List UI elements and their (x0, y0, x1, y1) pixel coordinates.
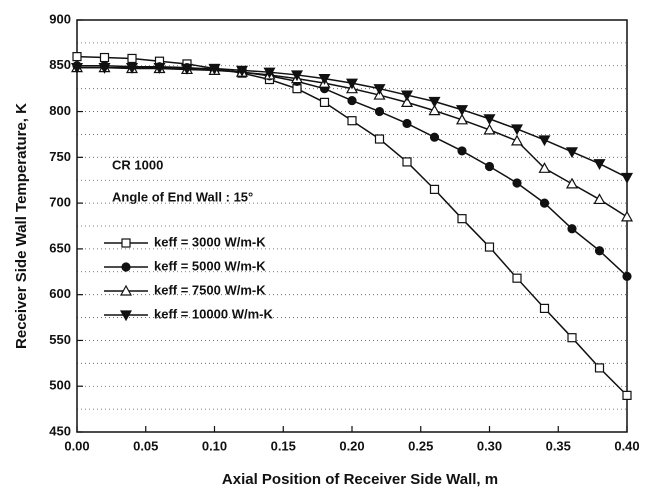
data-point (345, 78, 359, 90)
data-point (593, 193, 606, 205)
x-tick-label: 0.10 (202, 438, 227, 453)
y-tick-label: 600 (49, 286, 71, 301)
y-tick-label: 900 (49, 11, 71, 26)
data-point (263, 67, 276, 79)
data-point (512, 273, 522, 283)
y-tick-label: 500 (49, 378, 71, 393)
data-point (483, 123, 496, 135)
data-point (402, 118, 412, 129)
data-point (593, 159, 606, 170)
legend-marker (119, 284, 133, 296)
data-point (402, 157, 412, 167)
data-point (455, 105, 469, 116)
data-point (538, 162, 551, 173)
data-point (567, 333, 577, 343)
x-tick-label: 0.25 (408, 438, 433, 453)
x-tick-label: 0.00 (64, 438, 89, 453)
data-point (565, 177, 579, 189)
x-axis-label: Axial Position of Receiver Side Wall, m (222, 471, 498, 488)
data-point (319, 97, 330, 108)
legend-marker (121, 238, 131, 248)
data-point (400, 90, 414, 102)
data-point (457, 214, 467, 224)
data-point (99, 52, 110, 63)
data-point (180, 63, 194, 75)
data-point (622, 271, 632, 281)
data-point (538, 135, 551, 147)
annotation: Angle of End Wall : 15° (112, 189, 253, 204)
data-point (512, 178, 522, 188)
data-point (98, 63, 111, 74)
data-point (539, 303, 550, 313)
x-tick-label: 0.40 (614, 438, 639, 453)
series-line (76, 55, 628, 396)
data-point (429, 132, 440, 142)
data-point (510, 134, 524, 146)
legend-label: keff = 7500 W/m-K (154, 282, 266, 297)
data-point (153, 63, 166, 74)
annotation: CR 1000 (112, 157, 163, 172)
data-point (622, 390, 632, 400)
data-point (594, 246, 605, 256)
data-point (374, 106, 385, 117)
y-tick-label: 850 (49, 57, 71, 72)
legend-label: keff = 5000 W/m-K (154, 258, 266, 273)
data-point (235, 65, 249, 77)
y-tick-label: 700 (49, 195, 71, 210)
data-point (318, 73, 331, 85)
legend-label: keff = 10000 W/m-K (154, 306, 273, 321)
y-tick-label: 550 (49, 332, 71, 347)
data-point (127, 53, 137, 64)
data-point (290, 70, 304, 82)
data-point (510, 124, 524, 136)
x-tick-label: 0.35 (546, 438, 571, 453)
data-point (72, 52, 82, 62)
data-point (455, 113, 469, 125)
data-point (484, 161, 495, 172)
data-point (70, 63, 84, 74)
y-tick-label: 750 (49, 149, 71, 164)
data-point (208, 63, 221, 75)
y-axis-label: Receiver Side Wall Temperature, K (13, 103, 30, 349)
data-point (428, 104, 441, 116)
y-tick-label: 650 (49, 240, 71, 255)
data-point (620, 172, 634, 184)
data-point (539, 198, 550, 208)
y-tick-label: 450 (49, 423, 71, 438)
data-point (347, 95, 357, 106)
data-point (347, 116, 357, 126)
legend-marker (119, 310, 133, 322)
data-point (428, 96, 441, 108)
data-point (400, 96, 414, 108)
x-tick-label: 0.15 (271, 438, 296, 453)
x-tick-label: 0.20 (339, 438, 364, 453)
x-tick-label: 0.30 (477, 438, 502, 453)
data-point (457, 146, 467, 156)
data-point (620, 210, 634, 222)
data-point (594, 363, 605, 373)
data-point (373, 84, 386, 95)
data-point (374, 134, 385, 144)
y-tick-label: 800 (49, 103, 71, 118)
legend-marker (121, 262, 131, 272)
data-point (125, 63, 139, 74)
x-tick-label: 0.05 (133, 438, 158, 453)
data-point (429, 184, 440, 194)
data-point (565, 147, 579, 159)
data-point (484, 242, 495, 252)
data-point (483, 114, 496, 126)
data-point (567, 224, 577, 234)
legend-label: keff = 3000 W/m-K (154, 234, 266, 249)
